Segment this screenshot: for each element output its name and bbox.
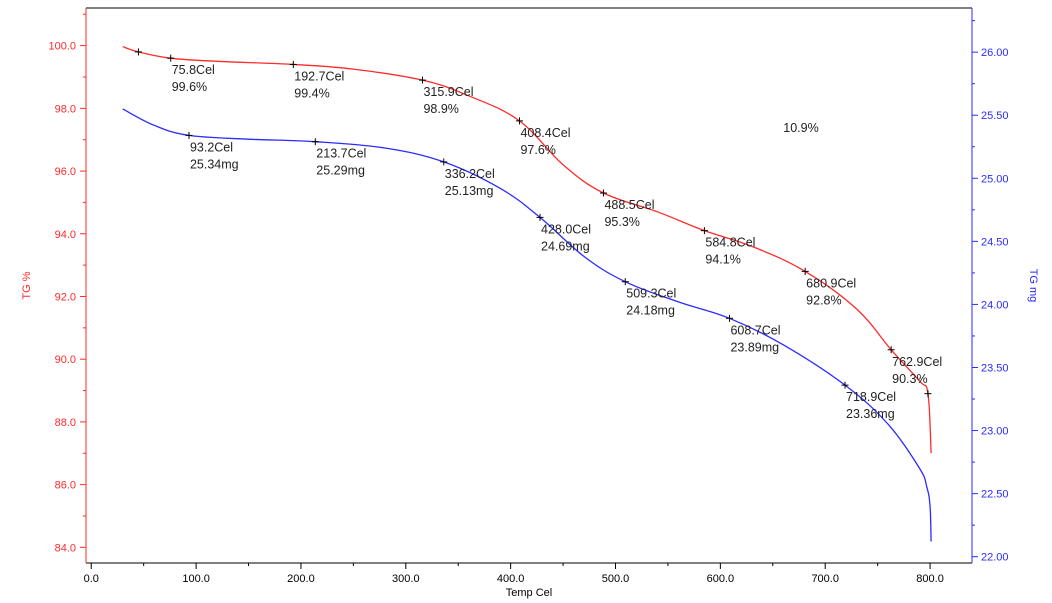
annotation-temp-label: 336.2Cel: [445, 167, 495, 181]
annotation-temp-label: 315.9Cel: [423, 85, 473, 99]
x-tick-label: 0.0: [84, 573, 99, 585]
annotation-temp-label: 93.2Cel: [190, 140, 233, 154]
annotation-value-label: 24.69mg: [541, 239, 590, 253]
y-right-tick-label: 24.00: [981, 299, 1009, 311]
x-tick-label: 200.0: [287, 573, 315, 585]
annotation-temp-label: 213.7Cel: [316, 147, 366, 161]
annotation-temp-label: 488.5Cel: [604, 198, 654, 212]
annotation-temp-label: 608.7Cel: [730, 323, 780, 337]
x-tick-label: 700.0: [811, 573, 839, 585]
annotation-temp-label: 408.4Cel: [520, 126, 570, 140]
annotation-temp-label: 680.9Cel: [806, 276, 856, 290]
x-tick-label: 400.0: [497, 573, 525, 585]
annotation-value-label: 23.89mg: [730, 340, 779, 354]
annotation-value-label: 25.13mg: [445, 184, 494, 198]
y-right-tick-label: 23.50: [981, 362, 1009, 374]
y-left-tick-label: 94.0: [55, 229, 76, 241]
annotation-temp-label: 192.7Cel: [294, 69, 344, 83]
y-left-tick-label: 92.0: [55, 291, 76, 303]
x-tick-label: 600.0: [707, 573, 735, 585]
y-left-tick-label: 88.0: [55, 417, 76, 429]
mass-loss-label: 10.9%: [783, 121, 818, 135]
y-left-axis-title: TG %: [21, 271, 33, 299]
x-tick-label: 100.0: [182, 573, 210, 585]
y-right-tick-label: 22.00: [981, 552, 1009, 564]
annotation-value-label: 97.6%: [520, 143, 555, 157]
annotation-value-label: 90.3%: [892, 372, 927, 386]
annotation-value-label: 94.1%: [705, 253, 740, 267]
annotation-value-label: 25.29mg: [316, 164, 365, 178]
tg-mg-series-line: [122, 108, 932, 542]
annotation-temp-label: 718.9Cel: [846, 390, 896, 404]
annotation-temp-label: 509.3Cel: [626, 287, 676, 301]
y-right-tick-label: 24.50: [981, 236, 1009, 248]
annotation-value-label: 23.36mg: [846, 407, 895, 421]
annotation-temp-label: 428.0Cel: [541, 222, 591, 236]
annotation-temp-label: 584.8Cel: [705, 236, 755, 250]
y-right-tick-label: 25.00: [981, 173, 1009, 185]
x-tick-label: 800.0: [916, 573, 944, 585]
annotation-value-label: 24.18mg: [626, 304, 675, 318]
y-right-tick-label: 23.00: [981, 426, 1009, 438]
y-left-tick-label: 84.0: [55, 542, 76, 554]
tg-percent-series-line: [122, 45, 932, 454]
y-left-tick-label: 100.0: [48, 41, 76, 53]
x-axis-title: Temp Cel: [506, 587, 552, 599]
annotation-value-label: 98.9%: [423, 102, 458, 116]
annotation-temp-label: 762.9Cel: [892, 355, 942, 369]
annotation-value-label: 92.8%: [806, 293, 841, 307]
y-right-tick-label: 22.50: [981, 489, 1009, 501]
y-left-tick-label: 98.0: [55, 103, 76, 115]
annotation-value-label: 99.4%: [294, 86, 329, 100]
y-right-axis-title: TG mg: [1027, 269, 1039, 303]
annotation-value-label: 25.34mg: [190, 157, 239, 171]
y-left-tick-label: 90.0: [55, 354, 76, 366]
y-right-tick-label: 26.00: [981, 47, 1009, 59]
x-tick-label: 500.0: [602, 573, 630, 585]
y-left-tick-label: 86.0: [55, 480, 76, 492]
annotation-temp-label: 75.8Cel: [172, 63, 215, 77]
y-right-tick-label: 25.50: [981, 110, 1009, 122]
annotation-value-label: 95.3%: [604, 215, 639, 229]
x-tick-label: 300.0: [392, 573, 420, 585]
annotation-value-label: 99.6%: [172, 80, 207, 94]
y-left-tick-label: 96.0: [55, 166, 76, 178]
